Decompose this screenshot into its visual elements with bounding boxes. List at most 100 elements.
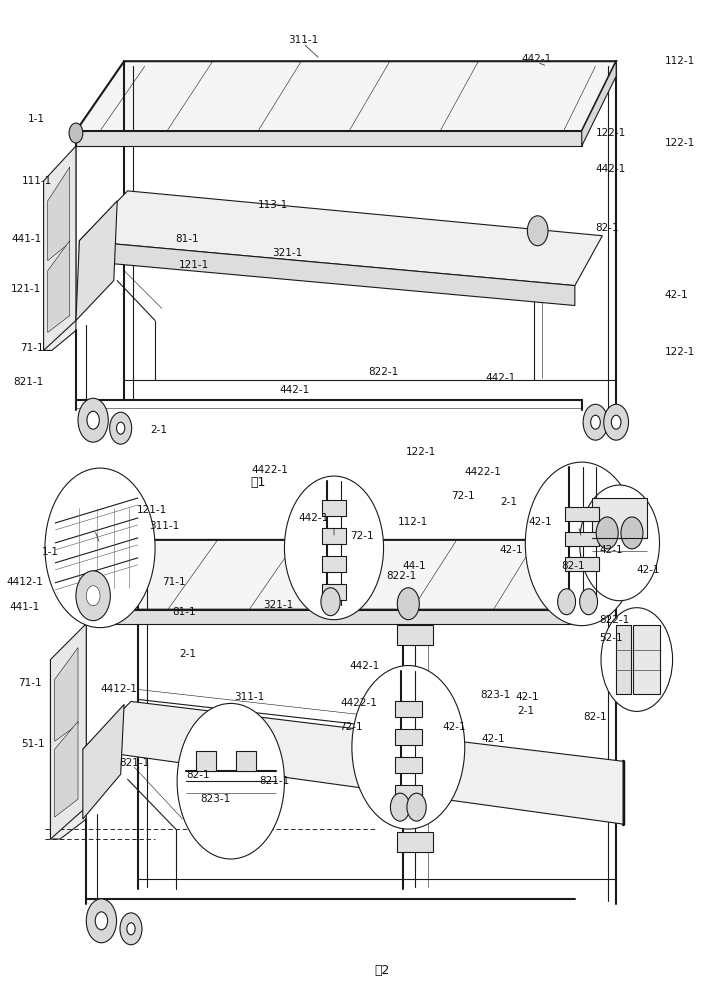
Circle shape: [580, 589, 597, 615]
Text: 44-1: 44-1: [403, 561, 426, 571]
Text: 822-1: 822-1: [599, 615, 629, 625]
Circle shape: [390, 793, 409, 821]
Circle shape: [78, 398, 108, 442]
Text: 442-1: 442-1: [486, 373, 515, 383]
Circle shape: [604, 404, 629, 440]
Text: 图1: 图1: [250, 476, 266, 489]
Bar: [395, 729, 422, 745]
Text: 2-1: 2-1: [517, 706, 534, 716]
Bar: [197, 751, 216, 771]
Polygon shape: [44, 131, 76, 350]
Text: 图2: 图2: [375, 964, 390, 977]
Text: 442-1: 442-1: [279, 385, 309, 395]
Text: 42-1: 42-1: [529, 517, 552, 527]
Polygon shape: [582, 61, 616, 146]
Text: 71-1: 71-1: [18, 678, 42, 688]
Polygon shape: [86, 540, 616, 610]
Bar: [397, 728, 433, 748]
Polygon shape: [79, 241, 575, 306]
Text: 112-1: 112-1: [398, 517, 428, 527]
Text: 2-1: 2-1: [179, 649, 196, 659]
Text: 821-1: 821-1: [259, 776, 290, 786]
Bar: [397, 832, 433, 852]
Bar: [397, 780, 433, 800]
Circle shape: [127, 923, 135, 935]
Text: 321-1: 321-1: [263, 600, 293, 610]
Text: 311-1: 311-1: [149, 521, 179, 531]
Circle shape: [596, 517, 618, 549]
Text: 81-1: 81-1: [176, 234, 199, 244]
Text: 1-1: 1-1: [28, 114, 45, 124]
Text: 2-1: 2-1: [501, 497, 518, 507]
Circle shape: [621, 517, 643, 549]
Circle shape: [117, 422, 125, 434]
Text: 112-1: 112-1: [665, 56, 694, 66]
Polygon shape: [47, 167, 70, 261]
Text: 122-1: 122-1: [595, 128, 626, 138]
Circle shape: [601, 608, 672, 711]
Bar: [322, 500, 346, 516]
Circle shape: [69, 123, 83, 143]
Bar: [395, 701, 422, 717]
Text: 52-1: 52-1: [599, 633, 623, 643]
Circle shape: [590, 415, 600, 429]
Text: 821-1: 821-1: [13, 377, 44, 387]
Text: 442-1: 442-1: [522, 54, 552, 64]
Text: 71-1: 71-1: [162, 577, 185, 587]
Bar: [322, 584, 346, 600]
Text: 72-1: 72-1: [351, 531, 374, 541]
Circle shape: [86, 899, 117, 943]
Bar: [395, 785, 422, 801]
Text: 72-1: 72-1: [339, 722, 363, 732]
Text: 71-1: 71-1: [20, 343, 44, 353]
Polygon shape: [83, 704, 124, 819]
Polygon shape: [50, 624, 86, 839]
Bar: [633, 625, 660, 694]
Text: 821-1: 821-1: [119, 758, 150, 768]
Circle shape: [352, 666, 464, 829]
Text: 311-1: 311-1: [288, 35, 318, 45]
Bar: [564, 507, 599, 521]
Polygon shape: [50, 610, 86, 839]
Bar: [395, 757, 422, 773]
Bar: [236, 751, 255, 771]
Text: 42-1: 42-1: [599, 545, 623, 555]
Polygon shape: [76, 61, 616, 131]
Text: 122-1: 122-1: [665, 347, 694, 357]
Text: 42-1: 42-1: [481, 734, 505, 744]
Text: 823-1: 823-1: [200, 794, 230, 804]
Text: 42-1: 42-1: [665, 290, 688, 300]
Circle shape: [87, 411, 100, 429]
Text: 111-1: 111-1: [22, 176, 52, 186]
Text: 441-1: 441-1: [11, 234, 42, 244]
Text: 113-1: 113-1: [258, 200, 288, 210]
Circle shape: [120, 913, 142, 945]
Bar: [592, 498, 647, 538]
Text: 51-1: 51-1: [21, 739, 45, 749]
Text: 42-1: 42-1: [515, 692, 539, 702]
Circle shape: [95, 912, 107, 930]
Polygon shape: [79, 191, 602, 286]
Bar: [616, 625, 631, 694]
Circle shape: [177, 703, 284, 859]
Bar: [564, 532, 599, 546]
Polygon shape: [575, 540, 616, 624]
Circle shape: [580, 485, 660, 601]
Text: 1-1: 1-1: [42, 547, 59, 557]
Bar: [397, 677, 433, 696]
Circle shape: [527, 216, 548, 246]
Text: 442-1: 442-1: [349, 661, 380, 671]
Text: 121-1: 121-1: [137, 505, 168, 515]
Polygon shape: [86, 610, 575, 624]
Circle shape: [583, 404, 608, 440]
Text: 822-1: 822-1: [368, 367, 399, 377]
Text: 122-1: 122-1: [407, 447, 436, 457]
Text: 81-1: 81-1: [173, 607, 196, 617]
Circle shape: [525, 462, 638, 626]
Text: 82-1: 82-1: [561, 561, 585, 571]
Polygon shape: [54, 721, 78, 817]
Text: 42-1: 42-1: [637, 565, 660, 575]
Circle shape: [76, 571, 110, 621]
Text: 4422-1: 4422-1: [464, 467, 502, 477]
Polygon shape: [47, 241, 70, 332]
